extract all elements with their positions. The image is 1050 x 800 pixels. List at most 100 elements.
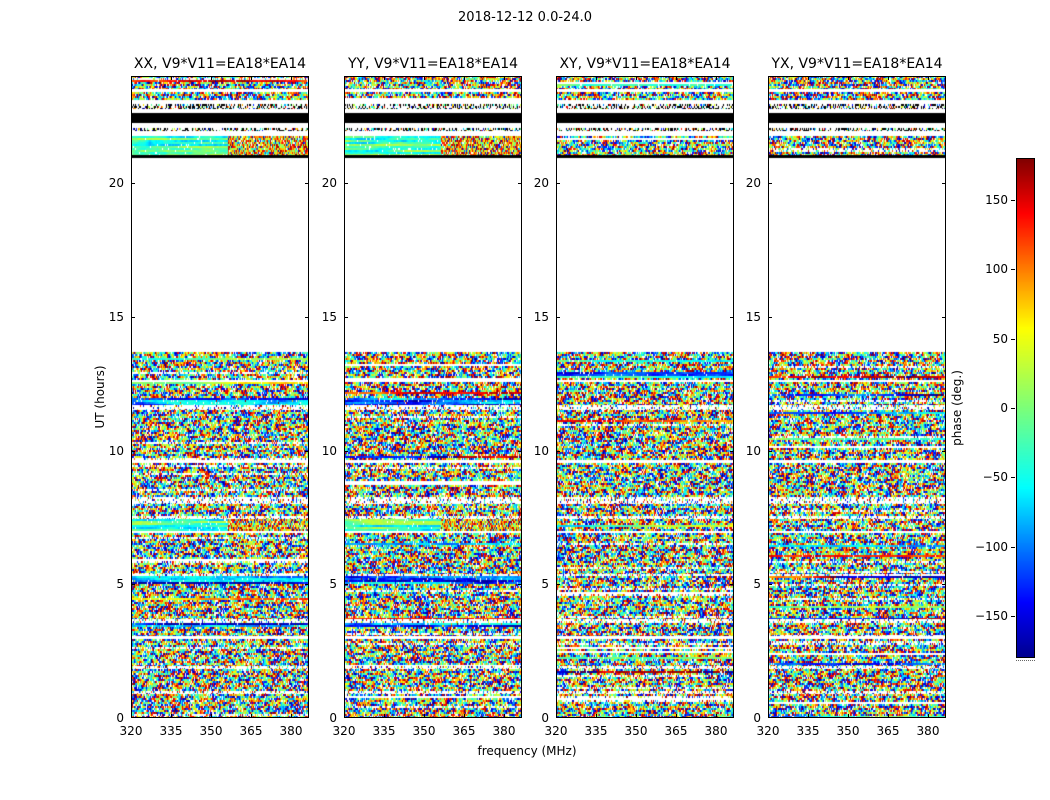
y-tick-mark xyxy=(730,317,734,318)
x-tick-mark xyxy=(888,76,889,80)
y-tick-mark xyxy=(305,451,309,452)
y-tick-label: 20 xyxy=(321,176,337,190)
x-tick-label: 320 xyxy=(756,724,780,738)
x-tick-label: 320 xyxy=(119,724,143,738)
y-tick-mark xyxy=(305,317,309,318)
yaxis-label: UT (hours) xyxy=(93,365,107,429)
x-tick-mark xyxy=(556,714,557,718)
colorbar-tick-mark xyxy=(1011,339,1015,340)
y-tick-mark xyxy=(305,717,309,718)
y-tick-label: 20 xyxy=(745,176,761,190)
y-tick-mark xyxy=(305,183,309,184)
y-tick-mark xyxy=(344,317,348,318)
y-tick-label: 0 xyxy=(753,711,761,725)
x-tick-label: 365 xyxy=(664,724,688,738)
y-tick-label: 5 xyxy=(329,577,337,591)
y-tick-mark xyxy=(768,584,772,585)
y-tick-label: 5 xyxy=(753,577,761,591)
colorbar-tick-mark xyxy=(1011,269,1015,270)
x-tick-mark xyxy=(928,76,929,80)
y-tick-mark xyxy=(131,717,135,718)
y-tick-mark xyxy=(942,317,946,318)
y-tick-label: 10 xyxy=(533,444,549,458)
colorbar-tick-label: 100 xyxy=(985,262,1008,276)
x-tick-mark xyxy=(636,76,637,80)
y-tick-mark xyxy=(556,183,560,184)
y-tick-label: 10 xyxy=(321,444,337,458)
y-tick-mark xyxy=(305,584,309,585)
x-tick-label: 335 xyxy=(796,724,820,738)
colorbar-gradient xyxy=(1016,158,1035,658)
y-tick-label: 0 xyxy=(116,711,124,725)
y-tick-mark xyxy=(518,317,522,318)
y-tick-mark xyxy=(768,451,772,452)
y-tick-mark xyxy=(942,717,946,718)
colorbar-tick-label: 50 xyxy=(992,332,1008,346)
y-tick-mark xyxy=(768,717,772,718)
x-tick-mark xyxy=(888,714,889,718)
subplot-xx: XX, V9*V11=EA18*EA14 320 335 350 365 380 0 5 10… xyxy=(109,56,309,738)
x-tick-mark xyxy=(344,714,345,718)
heatmap-canvas-xy xyxy=(556,76,734,718)
subplot-xy: XY, V9*V11=EA18*EA14 320 335 350 365 380 0 5 10… xyxy=(534,56,734,738)
y-tick-mark xyxy=(730,717,734,718)
x-tick-label: 350 xyxy=(624,724,648,738)
x-tick-label: 380 xyxy=(492,724,516,738)
x-tick-mark xyxy=(211,76,212,80)
colorbar: −150 −100 −50 0 50 100 150 xyxy=(975,158,1035,661)
xaxis-label: frequency (MHz) xyxy=(477,744,577,758)
y-tick-mark xyxy=(344,584,348,585)
subplot-xy-title: XY, V9*V11=EA18*EA14 xyxy=(559,56,731,72)
x-tick-label: 365 xyxy=(239,724,263,738)
subplot-yx-title: YX, V9*V11=EA18*EA14 xyxy=(771,56,943,72)
heatmap-canvas-xx xyxy=(131,76,309,718)
colorbar-tick-mark xyxy=(1011,616,1015,617)
x-tick-mark xyxy=(596,714,597,718)
x-tick-mark xyxy=(768,76,769,80)
y-tick-label: 15 xyxy=(745,310,761,324)
x-tick-mark xyxy=(808,714,809,718)
colorbar-dotted-edge xyxy=(1016,660,1035,661)
y-tick-mark xyxy=(942,584,946,585)
x-tick-label: 380 xyxy=(279,724,303,738)
y-tick-label: 0 xyxy=(541,711,549,725)
y-tick-mark xyxy=(518,183,522,184)
subplot-yx: YX, V9*V11=EA18*EA14 320 335 350 365 380 0 5 10… xyxy=(746,56,946,738)
x-tick-mark xyxy=(504,76,505,80)
y-tick-mark xyxy=(556,451,560,452)
x-tick-mark xyxy=(928,714,929,718)
x-tick-mark xyxy=(716,714,717,718)
y-tick-mark xyxy=(730,451,734,452)
y-tick-mark xyxy=(344,717,348,718)
heatmap-canvas-yy xyxy=(344,76,522,718)
y-tick-mark xyxy=(131,451,135,452)
y-tick-label: 10 xyxy=(745,444,761,458)
x-tick-label: 365 xyxy=(452,724,476,738)
x-tick-label: 365 xyxy=(876,724,900,738)
subplot-yy: YY, V9*V11=EA18*EA14 320 335 350 365 380 0 5 10… xyxy=(322,56,522,738)
subplot-yy-title: YY, V9*V11=EA18*EA14 xyxy=(347,56,519,72)
heatmap-canvas-yx xyxy=(768,76,946,718)
x-tick-label: 380 xyxy=(916,724,940,738)
y-tick-mark xyxy=(556,584,560,585)
x-tick-label: 335 xyxy=(372,724,396,738)
colorbar-tick-label: −100 xyxy=(975,540,1008,554)
colorbar-tick-label: −50 xyxy=(982,470,1008,484)
y-tick-label: 15 xyxy=(108,310,124,324)
x-tick-mark xyxy=(848,76,849,80)
colorbar-tick-mark xyxy=(1011,200,1015,201)
y-tick-label: 20 xyxy=(533,176,549,190)
x-tick-mark xyxy=(384,76,385,80)
x-tick-mark xyxy=(596,76,597,80)
x-tick-mark xyxy=(384,714,385,718)
x-tick-mark xyxy=(291,76,292,80)
y-tick-label: 5 xyxy=(541,577,549,591)
y-tick-mark xyxy=(131,584,135,585)
x-tick-mark xyxy=(344,76,345,80)
y-tick-mark xyxy=(942,451,946,452)
x-tick-mark xyxy=(291,714,292,718)
x-tick-label: 320 xyxy=(544,724,568,738)
colorbar-tick-label: 0 xyxy=(1000,401,1008,415)
y-tick-mark xyxy=(730,183,734,184)
colorbar-tick-mark xyxy=(1011,547,1015,548)
